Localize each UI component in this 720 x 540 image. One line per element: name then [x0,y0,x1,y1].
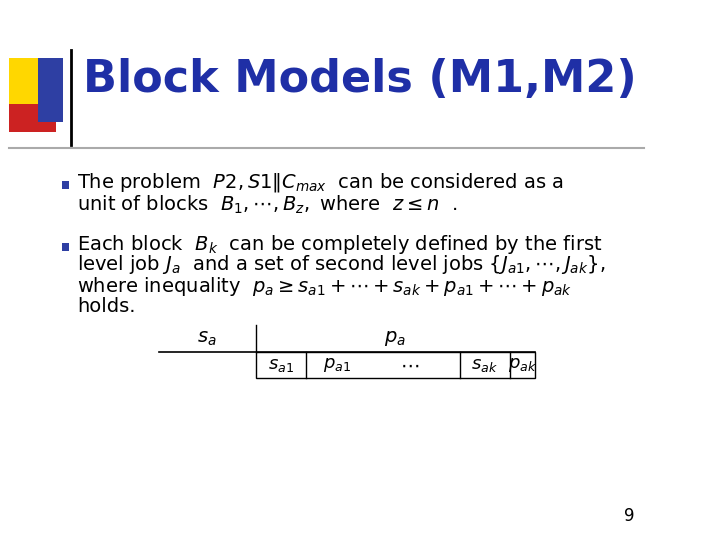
Text: level job $J_a$  and a set of second level jobs $\{J_{a1}, \cdots ,J_{ak}\},$: level job $J_a$ and a set of second leve… [77,253,606,276]
Text: where inequality  $p_a \geq s_{a1} + \cdots + s_{ak} + p_{a1} + \cdots + p_{ak}$: where inequality $p_a \geq s_{a1} + \cdo… [77,274,572,298]
Text: unit of blocks  $B_1, \cdots ,B_z,$ where  $z \leq n$  .: unit of blocks $B_1, \cdots ,B_z,$ where… [77,194,457,216]
Text: $p_a$: $p_a$ [384,329,406,348]
Bar [38,58,63,122]
Text: Each block  $B_k$  can be completely defined by the first: Each block $B_k$ can be completely defin… [77,233,603,255]
Text: $p_{a1}$: $p_{a1}$ [323,356,351,374]
Bar [9,58,56,110]
Text: The problem  $P2, S1 \| C_{max}$  can be considered as a: The problem $P2, S1 \| C_{max}$ can be c… [77,171,564,193]
Text: $s_{a1}$: $s_{a1}$ [268,356,294,374]
Text: $p_{ak}$: $p_{ak}$ [508,356,537,374]
Text: $s_a$: $s_a$ [197,329,217,348]
Text: $s_{ak}$: $s_{ak}$ [472,356,498,374]
Text: holds.: holds. [77,298,135,316]
Text: Block Models (M1,M2): Block Models (M1,M2) [84,58,637,102]
Bar [256,352,535,378]
Bar [62,181,69,189]
Bar [62,243,69,251]
Text: $\cdots$: $\cdots$ [400,355,420,375]
Text: 9: 9 [624,507,635,525]
Bar [9,104,56,132]
